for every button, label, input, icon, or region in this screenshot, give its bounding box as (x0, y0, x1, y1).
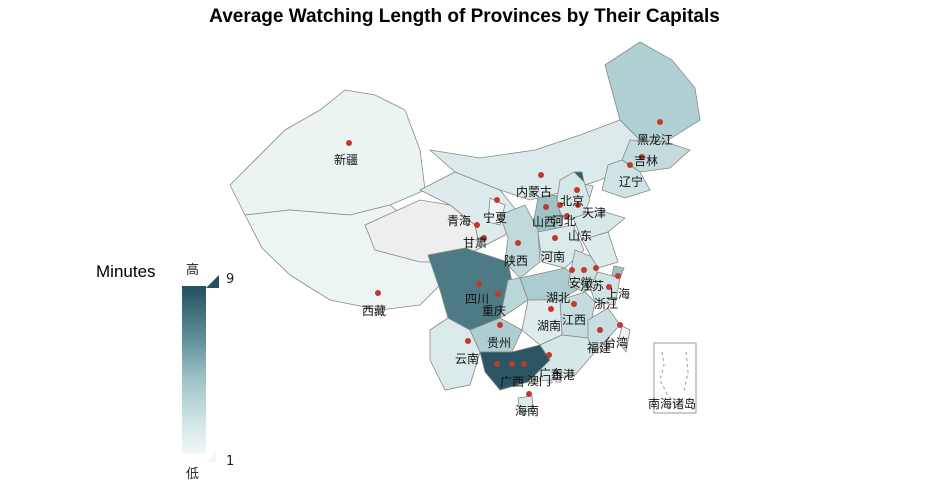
capital-dot[interactable] (617, 322, 623, 328)
capital-dot[interactable] (552, 235, 558, 241)
region-label: 天津 (582, 206, 606, 220)
capital-dot[interactable] (497, 322, 503, 328)
capital-dot[interactable] (538, 172, 544, 178)
region-label: 福建 (587, 340, 611, 355)
region-30[interactable] (617, 325, 631, 353)
region-32[interactable] (555, 377, 562, 383)
region-label: 山东 (568, 229, 592, 243)
region-label: 新疆 (334, 152, 358, 167)
legend-min-value: 1 (226, 454, 235, 469)
capital-dot[interactable] (481, 235, 487, 241)
region-label: 上海 (606, 286, 630, 301)
capital-dot[interactable] (509, 361, 515, 367)
legend-low-text: 低 (186, 467, 200, 482)
region-label: 湖南 (537, 318, 561, 333)
legend-title: Minutes (96, 262, 156, 281)
capital-dot[interactable] (476, 281, 482, 287)
region-label: 贵州 (487, 336, 511, 350)
region-label: 广西 (500, 375, 524, 389)
region-label: 海南 (515, 403, 539, 418)
capital-dot[interactable] (494, 197, 500, 203)
capital-dot[interactable] (546, 352, 552, 358)
capital-dot[interactable] (543, 204, 549, 210)
region-label: 陕西 (504, 253, 528, 268)
capital-dot[interactable] (606, 284, 612, 290)
region-label: 江西 (562, 313, 586, 327)
region-label: 吉林 (634, 154, 658, 168)
region-label: 四川 (465, 292, 489, 306)
region-label: 台湾 (604, 335, 628, 350)
legend-max-value: 9 (226, 272, 235, 287)
legend-high-text: 高 (186, 263, 200, 278)
capital-dot[interactable] (495, 291, 501, 297)
capital-dot[interactable] (494, 361, 500, 367)
legend-gradient-bar[interactable] (182, 286, 206, 454)
region-label: 内蒙古 (516, 184, 552, 199)
region-26[interactable] (429, 317, 481, 391)
capital-dot[interactable] (521, 361, 527, 367)
capital-dot[interactable] (581, 267, 587, 273)
capital-dot[interactable] (548, 306, 554, 312)
region-label: 澳门 (527, 373, 551, 388)
region-label: 河南 (541, 249, 565, 264)
capital-dot[interactable] (569, 267, 575, 273)
capital-dot[interactable] (639, 154, 645, 160)
legend-min-handle[interactable] (206, 452, 216, 462)
region-18[interactable] (519, 267, 586, 301)
region-label: 青海 (447, 213, 471, 228)
legend-max-handle[interactable] (206, 275, 219, 288)
capital-dot[interactable] (526, 391, 532, 397)
region-label: 河北 (552, 214, 576, 228)
region-label: 黑龙江 (637, 133, 673, 147)
region-5[interactable] (604, 41, 701, 143)
region-label: 北京 (560, 194, 584, 208)
capital-dot[interactable] (375, 290, 381, 296)
inset-label: 南海诸岛 (648, 396, 696, 411)
capital-dot[interactable] (657, 119, 663, 125)
region-29[interactable] (587, 307, 621, 353)
capital-dot[interactable] (597, 327, 603, 333)
capital-dot[interactable] (474, 222, 480, 228)
region-label: 山西 (532, 215, 556, 229)
region-label: 云南 (455, 351, 479, 366)
region-label: 重庆 (482, 304, 506, 318)
region-28[interactable] (526, 334, 596, 383)
capital-dot[interactable] (465, 338, 471, 344)
region-label: 广东 (539, 367, 563, 381)
capital-dot[interactable] (564, 213, 570, 219)
region-12[interactable] (572, 209, 626, 241)
capital-dot[interactable] (615, 273, 621, 279)
region-label: 甘肃 (463, 236, 487, 250)
region-label: 辽宁 (619, 174, 643, 189)
capital-dot[interactable] (575, 202, 581, 208)
capital-dot[interactable] (593, 265, 599, 271)
region-label: 安徽 (569, 275, 593, 290)
chart-title: Average Watching Length of Provinces by … (209, 6, 720, 27)
region-7[interactable] (601, 159, 651, 199)
region-label: 江苏 (580, 279, 604, 293)
capital-dot[interactable] (346, 140, 352, 146)
capital-dot[interactable] (574, 187, 580, 193)
south-china-sea-inset (653, 342, 697, 414)
region-31[interactable] (517, 395, 534, 414)
capital-dot[interactable] (627, 162, 633, 168)
region-33[interactable] (547, 379, 553, 384)
region-label: 西藏 (362, 304, 386, 318)
region-label: 香港 (551, 368, 575, 382)
region-label: 宁夏 (483, 210, 507, 225)
region-label: 浙江 (594, 297, 618, 311)
capital-dot[interactable] (515, 240, 521, 246)
region-17[interactable] (499, 277, 529, 319)
region-0[interactable] (229, 89, 426, 216)
region-label: 湖北 (546, 290, 570, 305)
capital-dot[interactable] (557, 202, 563, 208)
capital-dot[interactable] (571, 301, 577, 307)
region-20[interactable] (581, 231, 619, 269)
